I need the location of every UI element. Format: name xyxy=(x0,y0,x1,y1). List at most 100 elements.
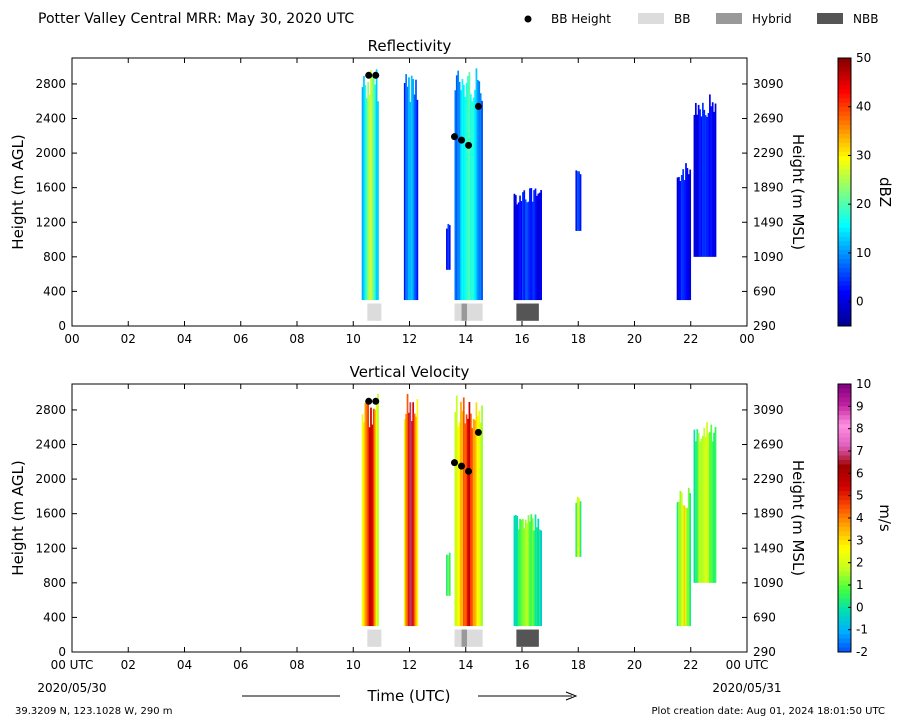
colorbar-segment xyxy=(838,616,851,622)
figure-title: Potter Valley Central MRR: May 30, 2020 … xyxy=(38,11,354,27)
colorbar-segment xyxy=(838,620,851,626)
colorbar-tick-label: 40 xyxy=(856,100,871,114)
colorbar-segment xyxy=(838,495,851,501)
colorbar-segment xyxy=(838,392,851,398)
echo-strip xyxy=(474,420,476,627)
echo-strip xyxy=(537,193,540,301)
echo-column xyxy=(446,552,451,596)
echo-strip xyxy=(694,102,697,257)
location-text: 39.3209 N, 123.1028 W, 290 m xyxy=(15,706,173,717)
echo-strip xyxy=(461,78,464,301)
x-tick-label: 04 xyxy=(177,658,192,672)
colorbar-tick-label: 10 xyxy=(856,377,871,391)
y-tick-label: 1600 xyxy=(35,507,66,521)
echo-strip xyxy=(514,514,517,627)
colorbar-segment xyxy=(838,116,851,121)
bb-height-point xyxy=(365,71,373,79)
echo-strip xyxy=(461,411,464,627)
echo-strip xyxy=(689,493,692,627)
colorbar-segment xyxy=(838,245,851,251)
colorbar-segment xyxy=(838,259,851,264)
bb-height-point xyxy=(474,428,482,436)
colorbar-segment xyxy=(838,151,851,157)
bb-type-bar-hybrid xyxy=(461,303,468,321)
bb-height-point xyxy=(372,71,380,79)
echo-strip xyxy=(412,79,415,301)
colorbar-tick-label: 7 xyxy=(856,444,864,458)
panel-title: Vertical Velocity xyxy=(350,363,470,381)
echo-strip xyxy=(367,81,370,301)
bb-type-bar-bb xyxy=(467,629,483,647)
legend-label: BB Height xyxy=(551,12,611,26)
echo-strip xyxy=(479,422,482,627)
echo-strip xyxy=(696,114,699,257)
y2-tick-label: 290 xyxy=(753,319,776,333)
echo-strip xyxy=(475,68,478,301)
echo-strip xyxy=(375,401,378,627)
echo-strip xyxy=(371,424,374,627)
echo-strip xyxy=(575,170,578,231)
colorbar-segment xyxy=(838,459,851,465)
colorbar-segment xyxy=(838,196,851,202)
y2-tick-label: 3090 xyxy=(753,403,784,417)
echo-strip xyxy=(365,401,368,627)
echo-strip xyxy=(534,188,537,301)
echo-strip xyxy=(415,416,417,627)
echo-column xyxy=(361,393,379,627)
colorbar-segment xyxy=(838,593,851,599)
y2-tick-label: 2290 xyxy=(753,472,784,486)
y2-tick-label: 1890 xyxy=(753,507,784,521)
x-tick-label: 10 xyxy=(346,332,361,346)
echo-strip xyxy=(448,552,451,596)
x-tick-label: 02 xyxy=(121,658,136,672)
echo-strip xyxy=(460,90,462,301)
echo-strip xyxy=(412,402,415,627)
echo-strip xyxy=(530,514,533,627)
echo-strip xyxy=(513,515,516,627)
echo-strip xyxy=(469,413,472,627)
colorbar-segment xyxy=(838,433,851,438)
echo-strip xyxy=(446,228,448,270)
echo-strip xyxy=(472,97,475,301)
echo-strip xyxy=(374,84,377,301)
colorbar-segment xyxy=(838,482,851,488)
bb-type-bar-bb xyxy=(367,629,382,647)
bb-type-bar-hybrid xyxy=(461,629,468,647)
colorbar-segment xyxy=(838,442,851,447)
echo-strip xyxy=(517,529,520,627)
colorbar-segment xyxy=(838,133,851,139)
echo-strip xyxy=(516,204,519,301)
colorbar-label: dBZ xyxy=(876,177,894,207)
echo-strip xyxy=(406,86,409,301)
echo-strip xyxy=(679,490,682,627)
echo-strip xyxy=(416,99,419,301)
x-tick-label: 12 xyxy=(402,332,417,346)
echo-strip xyxy=(713,111,715,257)
colorbar-segment xyxy=(838,147,851,153)
colorbar-segment xyxy=(838,93,851,99)
y2-tick-label: 1090 xyxy=(753,576,784,590)
echo-column xyxy=(693,422,717,583)
echo-strip xyxy=(576,171,579,231)
echo-strip xyxy=(462,397,465,627)
echo-strip xyxy=(372,73,375,301)
colorbar-tick-label: 20 xyxy=(856,197,871,211)
colorbar-segment xyxy=(838,107,851,112)
echo-strip xyxy=(409,402,412,627)
echo-strip xyxy=(714,103,717,257)
colorbar-segment xyxy=(838,446,851,452)
echo-strip xyxy=(479,93,482,301)
colorbar-segment xyxy=(838,647,851,653)
echo-strip xyxy=(372,408,375,627)
colorbar-segment xyxy=(838,241,851,246)
echo-strip xyxy=(530,188,533,301)
echo-strip xyxy=(477,79,479,301)
echo-strip xyxy=(408,77,410,301)
colorbar-segment xyxy=(838,468,851,474)
echo-strip xyxy=(578,497,580,557)
x-tick-label: 08 xyxy=(289,658,304,672)
colorbar-tick-label: 3 xyxy=(856,533,864,547)
colorbar-segment xyxy=(838,183,851,188)
echo-strip xyxy=(516,516,519,627)
colorbar-segment xyxy=(838,629,851,635)
